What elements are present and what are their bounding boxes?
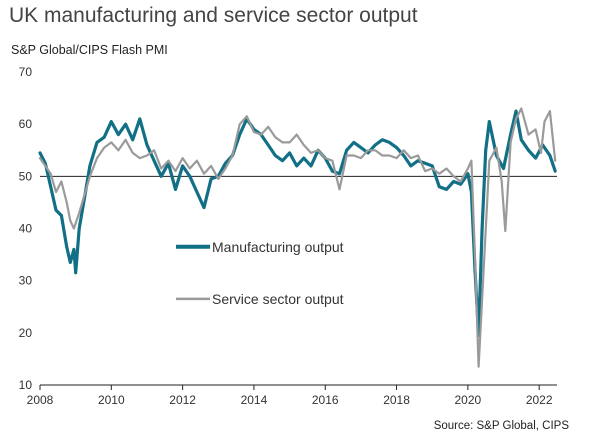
x-tick-label: 2022 — [526, 393, 553, 407]
x-tick-label: 2014 — [241, 393, 268, 407]
legend-label-services: Service sector output — [212, 291, 344, 307]
x-tick-label: 2010 — [98, 393, 125, 407]
x-tick-label: 2020 — [455, 393, 482, 407]
x-tick-label: 2018 — [383, 393, 410, 407]
y-axis-label: S&P Global/CIPS Flash PMI — [11, 43, 168, 57]
series-line-services — [38, 107, 557, 368]
y-axis-ticks: 10 20 30 40 50 60 70 — [19, 65, 33, 392]
series-layer — [38, 107, 557, 368]
x-tick-label: 2016 — [312, 393, 339, 407]
y-tick-label: 20 — [19, 326, 33, 340]
x-tick-label: 2012 — [169, 393, 196, 407]
y-tick-label: 50 — [19, 169, 33, 183]
x-tick-label: 2008 — [27, 393, 54, 407]
legend: Manufacturing output Service sector outp… — [176, 239, 344, 307]
chart-title: UK manufacturing and service sector outp… — [9, 4, 418, 27]
y-tick-label: 10 — [19, 378, 33, 392]
source-note: Source: S&P Global, CIPS — [433, 420, 569, 432]
y-tick-label: 60 — [19, 117, 33, 131]
y-tick-label: 70 — [19, 65, 33, 79]
legend-label-manufacturing: Manufacturing output — [212, 239, 344, 255]
x-axis-ticks: 2008 2010 2012 2014 2016 2018 2020 2022 — [27, 385, 553, 407]
y-tick-label: 30 — [19, 274, 33, 288]
y-tick-label: 40 — [19, 222, 33, 236]
